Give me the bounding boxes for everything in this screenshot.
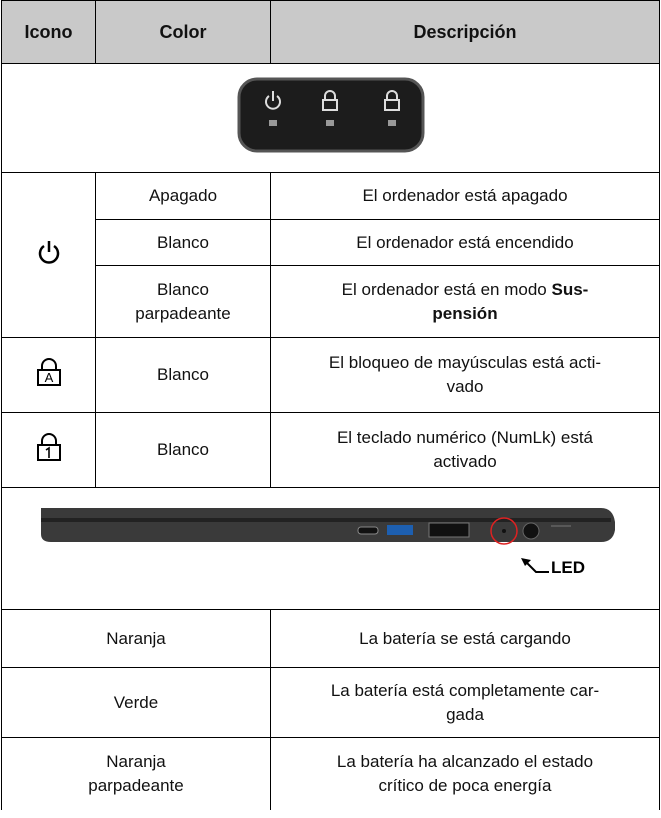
line: vado [446, 377, 484, 396]
color: Blanco [95, 412, 271, 488]
line: gada [446, 704, 484, 724]
color: Apagado [95, 172, 271, 220]
description: El bloqueo de mayúsculas está acti-vado [270, 337, 660, 413]
line: parpadeante [135, 303, 231, 323]
description: El teclado numérico (NumLk) está activado [270, 412, 660, 488]
text: El ordenador está en modo [341, 279, 547, 299]
description: El ordenador está en modo Sus-pensión [270, 265, 660, 338]
led-label: LED [551, 558, 585, 577]
line: Blanco [157, 279, 209, 299]
color: Blanco parpadeante [95, 265, 271, 338]
svg-text:A: A [44, 370, 53, 385]
laptop-side: LED [40, 508, 615, 577]
indicator-panel [237, 77, 424, 152]
caps-lock-icon: A [36, 357, 61, 386]
color: Blanco [95, 219, 271, 266]
caps-icon-cell: A [1, 337, 96, 413]
description: La batería ha alcanzado el estado crítico… [270, 737, 660, 810]
line: crítico de poca energía [378, 775, 552, 795]
color: Verde [1, 667, 271, 738]
power-icon [38, 240, 59, 264]
color: Naranja parpadeante [1, 737, 271, 810]
description: El ordenador está apagado [270, 172, 660, 220]
color: Naranja [1, 609, 271, 668]
power-icon-cell [1, 172, 96, 338]
line: La batería está completamente car- [330, 680, 600, 700]
description: La batería está completamente car-gada [270, 667, 660, 738]
line: activado [433, 452, 497, 471]
color: Blanco [95, 337, 271, 413]
header-color: Color [95, 0, 271, 64]
description: El ordenador está encendido [270, 219, 660, 266]
header-description: Descripción [270, 0, 660, 64]
line: El teclado numérico (NumLk) está [336, 428, 594, 447]
num-icon-cell [1, 412, 96, 488]
bold-text: Sus- [551, 279, 589, 299]
line: Naranja [106, 751, 166, 771]
line: El bloqueo de mayúsculas está acti- [328, 353, 602, 372]
panel-image-cell [1, 63, 660, 173]
laptop-image-cell: LED [1, 487, 660, 610]
description: La batería se está cargando [270, 609, 660, 668]
bold-text: pensión [432, 303, 498, 323]
num-lock-icon [36, 432, 61, 461]
line: parpadeante [88, 775, 184, 795]
header-icon: Icono [1, 0, 96, 64]
line: La batería ha alcanzado el estado [336, 751, 594, 771]
